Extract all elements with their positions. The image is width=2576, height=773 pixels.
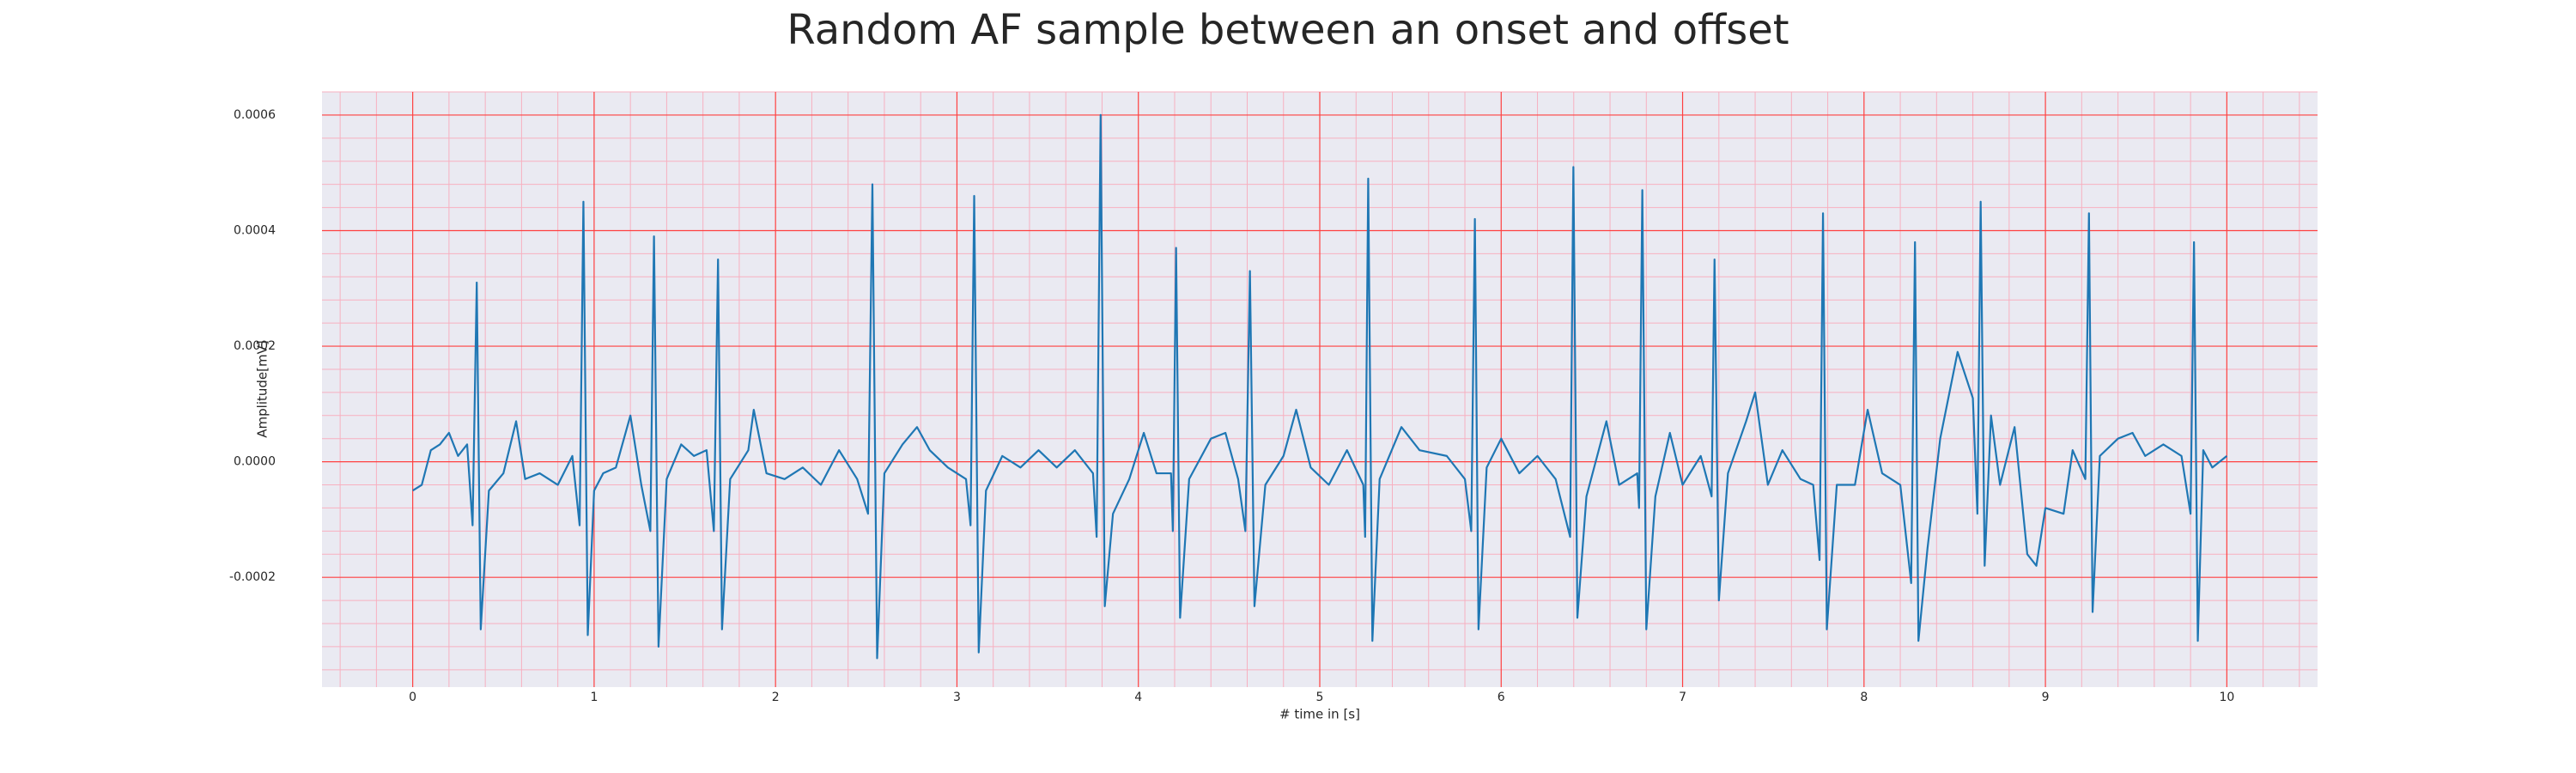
y-tick-label: 0.0000 <box>234 455 276 469</box>
y-axis-label: Amplitude[mV] <box>255 340 270 437</box>
y-tick-label: 0.0002 <box>234 339 276 353</box>
signal-line <box>412 113 2228 660</box>
marks <box>412 113 2228 660</box>
x-tick-label: 5 <box>1316 691 1324 704</box>
x-tick-label: 9 <box>2042 691 2050 704</box>
x-tick-label: 2 <box>772 691 780 704</box>
x-tick-label: 10 <box>2219 691 2234 704</box>
chart-title: Random AF sample between an onset and of… <box>787 6 1789 54</box>
x-tick-label: 7 <box>1679 691 1686 704</box>
x-tick-label: 0 <box>409 691 416 704</box>
x-tick-label: 4 <box>1134 691 1142 704</box>
labels: 0 1 2 3 4 5 6 7 8 9 10 -0.0002 0.0000 0.0002 0.0004 0.0… <box>229 108 2234 704</box>
x-axis-label: # time in [s] <box>1279 707 1360 722</box>
x-tick-label: 6 <box>1498 691 1505 704</box>
y-tick-label: -0.0002 <box>229 570 276 584</box>
y-tick-label: 0.0006 <box>234 108 276 122</box>
x-tick-label: 3 <box>953 691 961 704</box>
x-tick-label: 1 <box>590 691 598 704</box>
x-tick-label: 8 <box>1860 691 1868 704</box>
y-tick-label: 0.0004 <box>234 223 276 237</box>
